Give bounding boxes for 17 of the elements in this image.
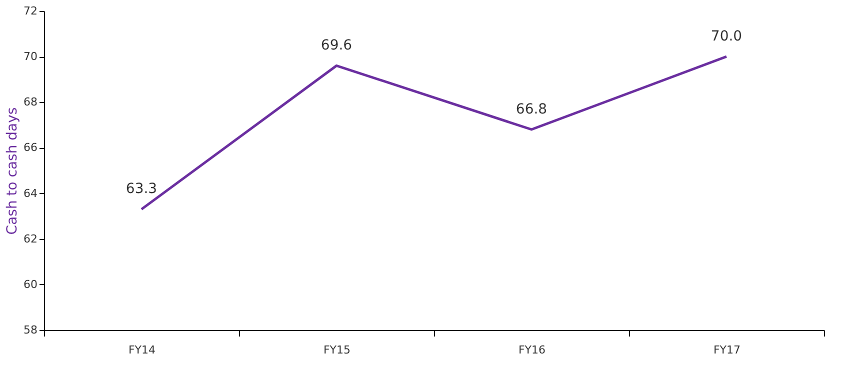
y-tick-label: 70 (24, 50, 38, 64)
y-axis-title: Cash to cash days (4, 107, 21, 235)
x-tick-label: FY14 (128, 344, 156, 356)
data-label: 63.3 (126, 181, 158, 198)
data-label: 69.6 (320, 38, 352, 54)
y-tick-label: 60 (24, 278, 38, 291)
x-tick-label: FY16 (518, 344, 546, 356)
x-tick-label: FY15 (323, 344, 351, 356)
data-label: 70.0 (710, 28, 742, 45)
y-tick-label: 66 (24, 141, 38, 154)
data-label: 66.8 (516, 101, 548, 118)
y-tick-label: 64 (24, 186, 38, 200)
y-tick-label: 72 (24, 4, 38, 18)
y-tick-label: 58 (24, 324, 38, 336)
x-tick-label: FY17 (713, 344, 741, 356)
y-tick-label: 62 (24, 232, 38, 246)
y-tick-label: 68 (24, 96, 38, 109)
